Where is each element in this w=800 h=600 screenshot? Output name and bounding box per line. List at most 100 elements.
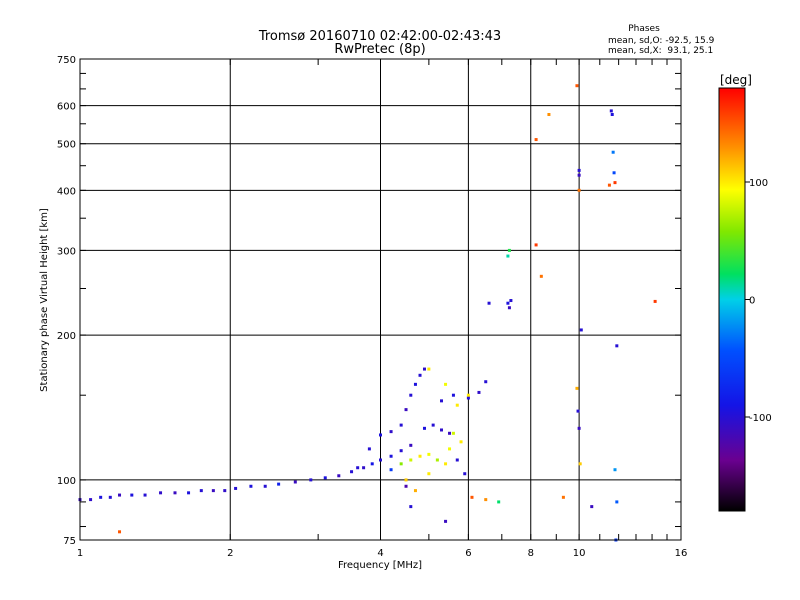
data-point (451, 393, 455, 397)
x-tick-label: 1 (77, 548, 83, 559)
data-point (409, 393, 413, 397)
y-axis-label: Stationary phase Virtual Height [km] (39, 208, 50, 392)
colorbar-ticks: 100 0 -100 (745, 178, 772, 424)
data-point (466, 393, 470, 397)
data-point (534, 243, 538, 247)
data-point (615, 500, 619, 504)
data-point (470, 495, 474, 499)
data-point (223, 489, 227, 493)
data-point (379, 433, 382, 437)
data-point (507, 248, 511, 252)
y-tick-label: 200 (57, 331, 76, 342)
data-point (576, 409, 580, 413)
data-point (413, 382, 417, 386)
data-point (611, 150, 615, 154)
data-point (431, 423, 435, 427)
data-point (615, 344, 619, 348)
data-point (427, 452, 431, 456)
data-point (613, 181, 617, 185)
data-point (409, 443, 413, 447)
data-point (418, 454, 422, 458)
data-point (506, 301, 510, 305)
data-point (350, 470, 354, 474)
data-point (509, 299, 513, 303)
data-point (118, 530, 122, 534)
data-point (463, 472, 467, 476)
data-point (108, 495, 112, 499)
data-point (484, 498, 488, 502)
colorbar (718, 87, 746, 512)
data-point (323, 476, 327, 480)
x-axis-label: Frequency [MHz] (338, 560, 422, 571)
data-point (577, 173, 581, 177)
data-point (277, 482, 281, 486)
data-point (404, 484, 408, 488)
data-point (507, 306, 511, 310)
data-point (484, 380, 488, 384)
data-point (610, 113, 614, 117)
info-line-x: mean, sd,X: 93.1, 25.1 (608, 46, 713, 56)
data-points (78, 84, 657, 542)
data-point (448, 447, 452, 451)
data-point (459, 440, 463, 444)
data-point (477, 390, 481, 394)
data-point (389, 454, 393, 458)
data-point (497, 500, 501, 504)
data-point (612, 171, 616, 175)
x-tick-label: 6 (465, 548, 471, 559)
data-point (413, 489, 417, 493)
data-point (389, 430, 393, 434)
data-point (404, 408, 408, 412)
data-point (389, 468, 393, 472)
data-point (399, 423, 403, 427)
data-point (99, 495, 103, 499)
y-tick-label: 75 (63, 536, 76, 547)
x-tick-label: 10 (573, 548, 586, 559)
data-point (367, 447, 371, 451)
grid-lines (80, 59, 681, 540)
data-point (455, 458, 459, 462)
data-point (577, 426, 581, 430)
x-tick-label: 16 (675, 548, 688, 559)
y-tick-label: 300 (57, 246, 76, 257)
data-point (399, 449, 403, 453)
data-point (89, 498, 93, 502)
data-point (143, 493, 147, 497)
y-tick-label: 400 (57, 186, 76, 197)
data-point (534, 138, 538, 142)
data-point (575, 386, 579, 390)
data-point (370, 462, 374, 466)
y-tick-label: 500 (57, 140, 76, 151)
x-tick-label: 2 (227, 548, 233, 559)
colorbar-label: [deg] (720, 73, 752, 87)
data-point (211, 489, 215, 493)
data-point (440, 399, 444, 403)
data-point (590, 505, 594, 509)
data-point (399, 462, 403, 466)
data-point (653, 299, 657, 303)
data-point (466, 396, 470, 400)
colorbar-tick-label: 100 (749, 178, 768, 189)
data-point (249, 484, 253, 488)
data-point (263, 484, 267, 488)
data-point (309, 478, 313, 482)
data-point (159, 491, 163, 495)
data-point (609, 109, 613, 113)
data-point (506, 254, 510, 258)
data-point (575, 84, 579, 88)
info-heading: Phases (628, 24, 660, 34)
data-point (404, 478, 408, 482)
data-point (578, 462, 582, 466)
data-point (379, 458, 382, 462)
data-point (444, 519, 448, 523)
data-point (356, 466, 360, 470)
data-point (607, 183, 611, 187)
y-tick-label: 600 (57, 102, 76, 113)
data-point (539, 274, 543, 278)
data-point (561, 495, 565, 499)
colorbar-tick-label: 0 (749, 296, 755, 307)
data-point (337, 474, 341, 478)
y-tick-label: 100 (57, 476, 76, 487)
